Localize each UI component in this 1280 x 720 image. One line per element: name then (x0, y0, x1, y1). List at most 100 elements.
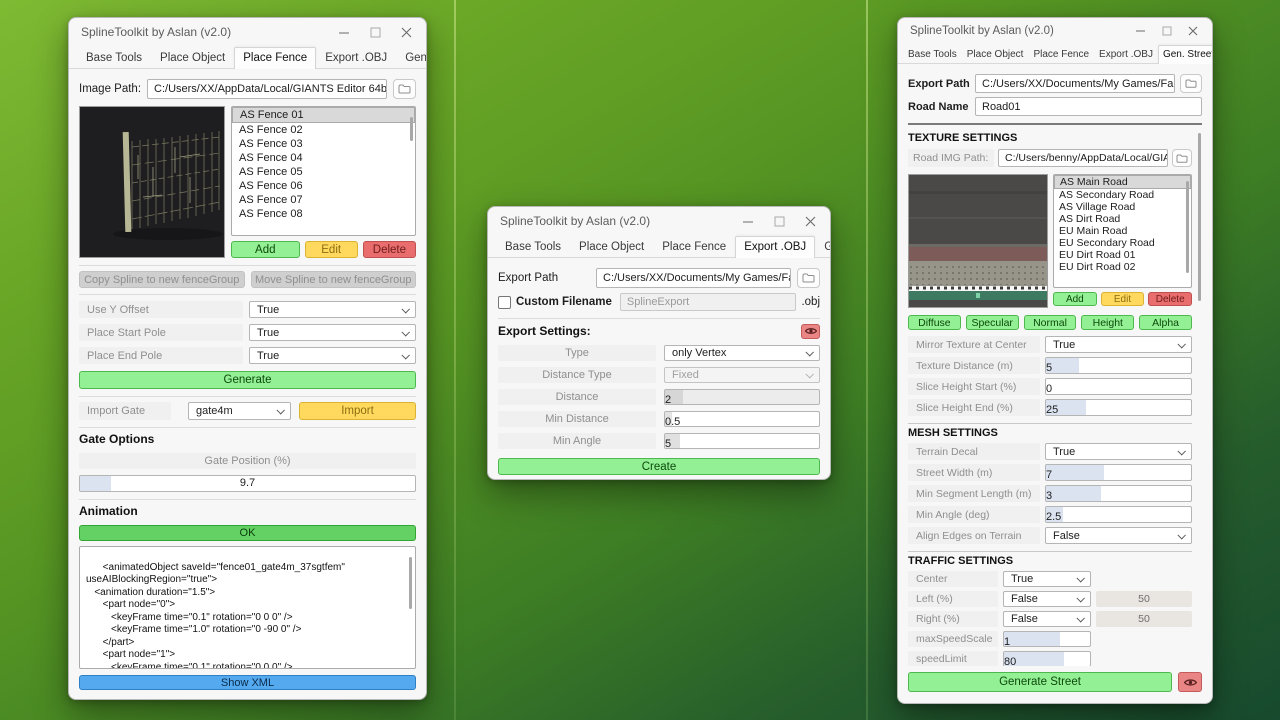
list-item[interactable]: AS Fence 02 (239, 124, 303, 136)
list-item[interactable]: EU Main Road (1059, 225, 1128, 237)
list-item[interactable]: AS Fence 01 (232, 107, 415, 123)
list-item[interactable]: AS Fence 03 (239, 138, 303, 150)
texture-distance-slider[interactable]: 5 (1045, 357, 1192, 374)
tab-gen-street[interactable]: Gen. Street (815, 236, 830, 258)
preview-toggle-button[interactable] (801, 323, 820, 339)
tab-gen-street[interactable]: Gen. Street (405, 52, 427, 64)
add-fence-button[interactable]: Add (231, 241, 300, 258)
delete-fence-button[interactable]: Delete (362, 241, 417, 258)
tab-gen-street[interactable]: Gen. Street (1157, 45, 1212, 64)
tab-export-obj[interactable]: Export .OBJ (735, 236, 816, 258)
tab-place-fence[interactable]: Place Fence (234, 47, 317, 69)
show-xml-button[interactable]: Show XML (79, 675, 416, 690)
right-percent-dropdown[interactable]: False (1003, 611, 1091, 627)
left-percent-dropdown[interactable]: False (1003, 591, 1091, 607)
tab-base-tools[interactable]: Base Tools (908, 49, 957, 60)
titlebar[interactable]: SplineToolkit by Aslan (v2.0) (488, 207, 830, 235)
scrollbar-thumb[interactable] (1186, 181, 1189, 273)
use-y-offset-dropdown[interactable]: True (249, 301, 416, 318)
alpha-button[interactable]: Alpha (1139, 315, 1192, 330)
add-road-button[interactable]: Add (1053, 292, 1097, 306)
list-item[interactable]: AS Fence 04 (239, 152, 303, 164)
browse-export-path-button[interactable] (1180, 74, 1202, 93)
close-button[interactable] (805, 216, 816, 227)
tab-base-tools[interactable]: Base Tools (86, 52, 143, 64)
titlebar[interactable]: SplineToolkit by Aslan (v2.0) (898, 18, 1212, 44)
road-name-input[interactable]: Road01 (975, 97, 1202, 116)
import-gate-dropdown[interactable]: gate4m (188, 402, 291, 420)
preview-toggle-button[interactable] (1178, 672, 1202, 692)
browse-img-path-button[interactable] (1172, 149, 1192, 167)
animation-xml-view[interactable]: <animatedObject saveId="fence01_gate4m_3… (79, 546, 416, 669)
tab-export-obj[interactable]: Export .OBJ (325, 52, 388, 64)
center-dropdown[interactable]: True (1003, 571, 1091, 587)
image-path-input[interactable]: C:/Users/XX/AppData/Local/GIANTS Editor … (147, 79, 387, 99)
maximize-button[interactable] (370, 27, 381, 38)
list-item[interactable]: AS Fence 06 (239, 180, 303, 192)
tab-place-object[interactable]: Place Object (966, 49, 1024, 60)
road-img-path-input[interactable]: C:/Users/benny/AppData/Local/GIANTS Edi (998, 149, 1168, 167)
slice-height-start-slider[interactable]: 0 (1045, 378, 1192, 395)
copy-spline-button[interactable]: Copy Spline to new fenceGroup (79, 271, 245, 288)
list-item[interactable]: EU Secondary Road (1059, 237, 1155, 249)
min-distance-slider[interactable]: 0.5 (664, 411, 820, 427)
close-button[interactable] (1188, 26, 1198, 36)
max-speed-scale-slider[interactable]: 1 (1003, 631, 1091, 647)
import-button[interactable]: Import (299, 402, 416, 420)
list-item[interactable]: AS Secondary Road (1059, 189, 1155, 201)
min-angle-slider[interactable]: 2.5 (1045, 506, 1192, 523)
export-path-input[interactable]: C:/Users/XX/Documents/My Games/FarmingSi… (975, 74, 1175, 93)
tab-place-object[interactable]: Place Object (160, 52, 226, 64)
place-end-pole-dropdown[interactable]: True (249, 347, 416, 364)
tab-place-fence[interactable]: Place Fence (1033, 49, 1090, 60)
list-item[interactable]: AS Fence 05 (239, 166, 303, 178)
edit-fence-button[interactable]: Edit (304, 241, 358, 258)
scrollbar-thumb[interactable] (410, 117, 413, 141)
min-angle-slider[interactable]: 5 (664, 433, 820, 449)
tab-base-tools[interactable]: Base Tools (505, 241, 562, 253)
normal-button[interactable]: Normal (1023, 315, 1077, 330)
list-item[interactable]: AS Village Road (1059, 201, 1136, 213)
gate-position-slider[interactable]: 9.7 (79, 475, 416, 492)
diffuse-button[interactable]: Diffuse (908, 315, 961, 330)
list-item[interactable]: AS Dirt Road (1059, 213, 1121, 225)
specular-button[interactable]: Specular (965, 315, 1019, 330)
generate-street-button[interactable]: Generate Street (908, 672, 1172, 692)
list-item[interactable]: EU Dirt Road 02 (1059, 261, 1136, 273)
create-button[interactable]: Create (498, 458, 820, 475)
distance-type-dropdown[interactable]: Fixed (664, 367, 820, 383)
minimize-button[interactable] (339, 27, 350, 38)
distance-slider[interactable]: 2 (664, 389, 820, 405)
custom-filename-checkbox[interactable] (498, 295, 511, 309)
delete-road-button[interactable]: Delete (1148, 292, 1193, 306)
tab-place-fence[interactable]: Place Fence (662, 241, 727, 253)
min-segment-length-slider[interactable]: 3 (1045, 485, 1192, 502)
height-button[interactable]: Height (1081, 315, 1135, 330)
maximize-button[interactable] (774, 216, 785, 227)
street-width-slider[interactable]: 7 (1045, 464, 1192, 481)
custom-filename-input[interactable]: SplineExport (619, 293, 797, 311)
tab-place-object[interactable]: Place Object (579, 241, 645, 253)
tab-export-obj[interactable]: Export .OBJ (1099, 49, 1153, 60)
generate-button[interactable]: Generate (79, 371, 416, 389)
list-item[interactable]: AS Fence 08 (239, 208, 303, 220)
move-spline-button[interactable]: Move Spline to new fenceGroup (250, 271, 416, 288)
list-item[interactable]: AS Fence 07 (239, 194, 303, 206)
minimize-button[interactable] (1136, 26, 1146, 36)
mirror-texture-dropdown[interactable]: True (1045, 336, 1192, 353)
titlebar[interactable]: SplineToolkit by Aslan (v2.0) (69, 18, 426, 46)
terrain-decal-dropdown[interactable]: True (1045, 443, 1192, 460)
type-dropdown[interactable]: only Vertex (664, 345, 820, 361)
slice-height-end-slider[interactable]: 25 (1045, 399, 1192, 416)
edit-road-button[interactable]: Edit (1100, 292, 1145, 306)
place-start-pole-dropdown[interactable]: True (249, 324, 416, 341)
list-item[interactable]: EU Dirt Road 01 (1059, 249, 1136, 261)
export-path-input[interactable]: C:/Users/XX/Documents/My Games/FarmingSi… (596, 268, 791, 288)
browse-export-path-button[interactable] (797, 268, 820, 288)
browse-image-path-button[interactable] (393, 79, 416, 99)
align-edges-dropdown[interactable]: False (1045, 527, 1192, 544)
speed-limit-slider[interactable]: 80 (1003, 651, 1091, 666)
list-item[interactable]: AS Main Road (1054, 175, 1191, 189)
scrollbar-thumb[interactable] (409, 557, 412, 609)
minimize-button[interactable] (743, 216, 754, 227)
